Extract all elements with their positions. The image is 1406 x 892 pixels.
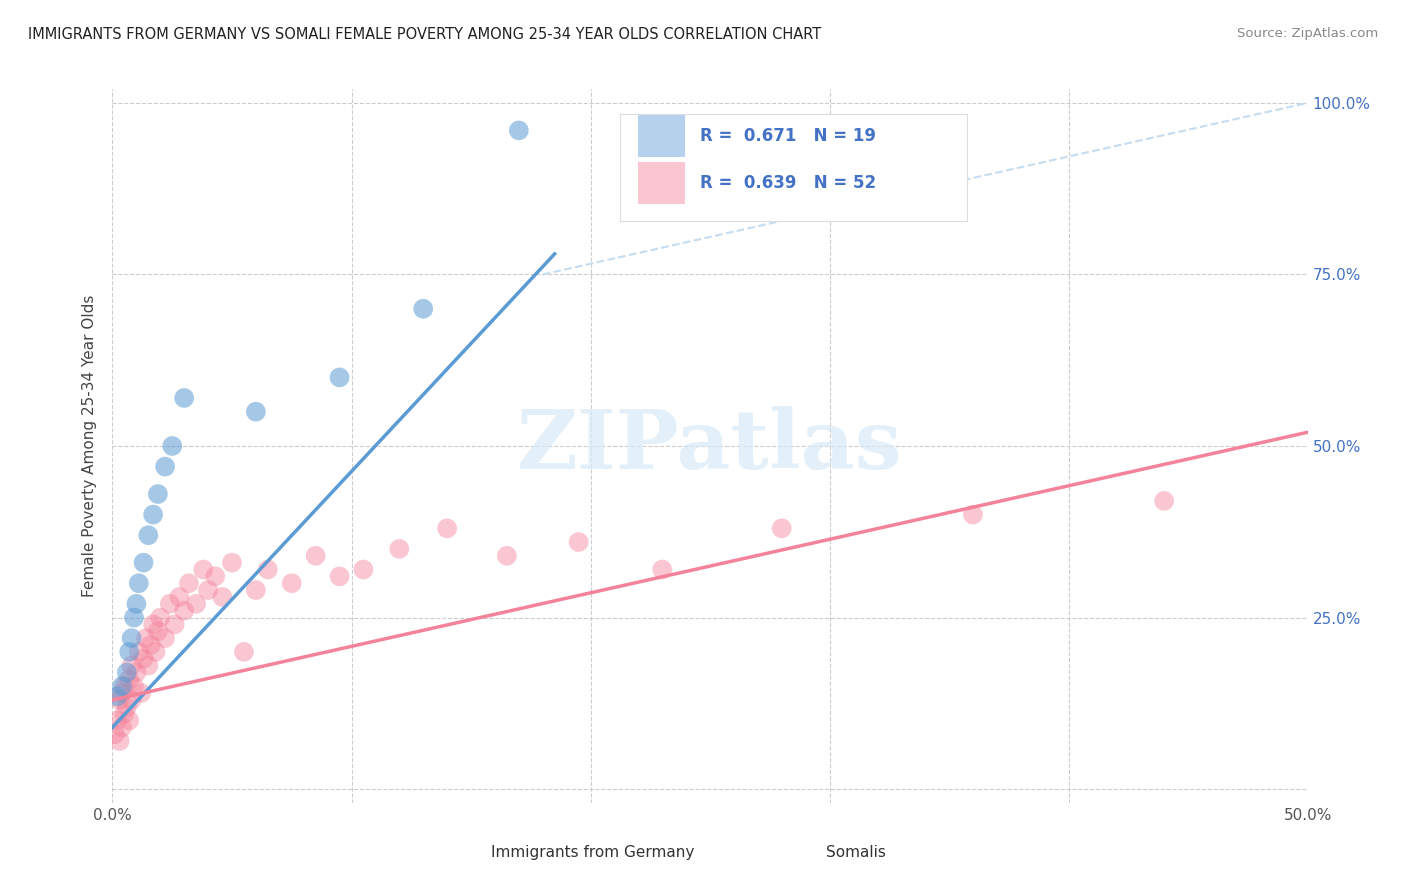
Point	[169, 590, 191, 604]
Text: R =  0.671   N = 19: R = 0.671 N = 19	[700, 127, 876, 145]
Point	[221, 556, 243, 570]
Point	[111, 686, 134, 700]
Y-axis label: Female Poverty Among 25-34 Year Olds: Female Poverty Among 25-34 Year Olds	[82, 295, 97, 597]
Point	[105, 690, 128, 704]
Point	[108, 693, 131, 707]
Point	[328, 370, 352, 384]
Point	[508, 123, 530, 137]
Point	[177, 576, 200, 591]
Point	[153, 459, 176, 474]
Point	[153, 631, 176, 645]
Point	[111, 679, 134, 693]
Point	[121, 693, 143, 707]
Point	[138, 658, 160, 673]
Point	[139, 638, 162, 652]
Point	[122, 610, 145, 624]
Point	[173, 391, 195, 405]
Point	[204, 569, 226, 583]
Point	[257, 562, 280, 576]
Text: R =  0.639   N = 52: R = 0.639 N = 52	[700, 174, 876, 192]
Point	[114, 679, 135, 693]
Point	[245, 583, 267, 598]
Point	[163, 617, 186, 632]
Point	[232, 645, 256, 659]
Point	[352, 562, 374, 576]
Point	[146, 624, 169, 639]
Point	[173, 604, 195, 618]
Point	[412, 301, 434, 316]
Point	[193, 562, 215, 576]
FancyBboxPatch shape	[620, 114, 967, 221]
Point	[159, 597, 181, 611]
Point	[162, 439, 183, 453]
Point	[211, 590, 233, 604]
Point	[118, 673, 141, 687]
Point	[129, 686, 152, 700]
Point	[138, 528, 160, 542]
FancyBboxPatch shape	[638, 162, 685, 204]
Point	[142, 508, 165, 522]
Point	[304, 549, 326, 563]
Point	[962, 508, 984, 522]
Point	[125, 665, 148, 680]
Point	[186, 597, 208, 611]
Text: Source: ZipAtlas.com: Source: ZipAtlas.com	[1237, 27, 1378, 40]
Point	[145, 645, 167, 659]
Point	[142, 617, 165, 632]
Point	[436, 521, 458, 535]
Point	[121, 658, 143, 673]
Point	[104, 727, 127, 741]
Text: IMMIGRANTS FROM GERMANY VS SOMALI FEMALE POVERTY AMONG 25-34 YEAR OLDS CORRELATI: IMMIGRANTS FROM GERMANY VS SOMALI FEMALE…	[28, 27, 821, 42]
Point	[197, 583, 219, 598]
FancyBboxPatch shape	[444, 837, 479, 869]
Point	[651, 562, 673, 576]
Point	[114, 706, 135, 721]
Point	[770, 521, 793, 535]
Point	[108, 734, 131, 748]
Point	[122, 679, 145, 693]
Text: Somalis: Somalis	[825, 846, 886, 860]
Point	[121, 631, 143, 645]
Point	[567, 535, 591, 549]
Point	[125, 597, 148, 611]
Point	[132, 556, 155, 570]
Point	[115, 665, 138, 680]
Text: ZIPatlas: ZIPatlas	[517, 406, 903, 486]
Point	[111, 720, 134, 734]
Point	[149, 610, 172, 624]
FancyBboxPatch shape	[638, 115, 685, 157]
Point	[105, 714, 128, 728]
Point	[328, 569, 352, 583]
Point	[115, 699, 138, 714]
Point	[1153, 494, 1175, 508]
Point	[388, 541, 411, 556]
Point	[281, 576, 304, 591]
Point	[146, 487, 169, 501]
Point	[118, 714, 141, 728]
Point	[118, 645, 141, 659]
Text: Immigrants from Germany: Immigrants from Germany	[491, 846, 695, 860]
Point	[245, 405, 267, 419]
Point	[132, 651, 155, 665]
Point	[128, 645, 150, 659]
FancyBboxPatch shape	[779, 837, 814, 869]
Point	[135, 631, 157, 645]
Point	[496, 549, 519, 563]
Point	[128, 576, 150, 591]
